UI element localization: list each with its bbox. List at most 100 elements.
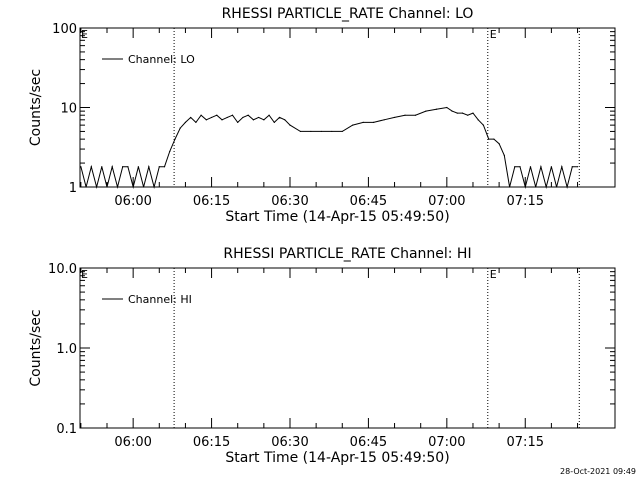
y-tick-label: 10	[60, 102, 77, 117]
y-tick-label: 1.0	[56, 342, 77, 357]
data-point	[210, 116, 213, 119]
data-point	[299, 130, 302, 133]
data-point	[310, 130, 312, 133]
data-point	[80, 166, 82, 168]
edge-marker-label: E	[81, 268, 88, 281]
data-point	[205, 119, 207, 121]
data-point	[116, 186, 119, 188]
data-point	[163, 166, 166, 168]
data-point	[488, 138, 490, 140]
data-point	[90, 166, 92, 168]
data-point	[482, 124, 485, 126]
data-point	[101, 166, 103, 168]
data-point	[540, 166, 542, 168]
data-point	[226, 116, 228, 119]
data-point	[137, 166, 139, 168]
data-point	[263, 119, 265, 121]
x-tick-label: 06:45	[350, 194, 387, 209]
x-tick-label: 07:00	[428, 194, 465, 209]
data-point	[414, 114, 417, 116]
data-point	[95, 186, 98, 188]
data-point	[200, 114, 202, 116]
data-point	[268, 114, 270, 116]
data-point	[524, 186, 526, 188]
data-point	[404, 114, 406, 116]
data-point	[169, 150, 171, 153]
data-point	[571, 166, 573, 168]
data-point	[320, 130, 322, 133]
data-point	[341, 130, 343, 133]
data-point	[85, 186, 87, 188]
plot-frame	[79, 27, 616, 188]
data-point	[529, 166, 532, 168]
legend-label: Channel: LO	[128, 53, 195, 66]
data-point	[503, 154, 505, 156]
data-point	[477, 119, 479, 121]
data-point	[289, 124, 291, 126]
data-point	[179, 127, 181, 129]
data-point	[122, 166, 124, 168]
data-point	[352, 124, 354, 126]
y-tick-label: 100	[52, 22, 77, 37]
y-tick-label: 1	[69, 181, 77, 196]
data-point	[545, 186, 547, 188]
edge-marker-label: E	[81, 28, 88, 41]
data-point	[493, 138, 495, 140]
data-point	[231, 114, 234, 116]
y-axis-label: Counts/sec	[28, 69, 44, 146]
data-point	[153, 186, 155, 188]
data-point	[247, 114, 249, 116]
data-point	[446, 106, 448, 109]
data-point	[190, 116, 192, 119]
data-point	[184, 121, 187, 123]
data-point	[158, 166, 160, 168]
data-point	[576, 166, 579, 168]
legend-label: Channel: HI	[128, 293, 192, 306]
data-point	[393, 116, 396, 119]
data-point	[132, 186, 134, 188]
y-axis-label: Counts/sec	[28, 309, 44, 386]
data-point	[456, 112, 458, 114]
chart-title: RHESSI PARTICLE_RATE Channel: LO	[222, 6, 474, 22]
x-axis-label: Start Time (14-Apr-15 05:49:50)	[225, 209, 449, 225]
data-point	[561, 166, 563, 168]
data-point	[242, 116, 244, 119]
data-point	[519, 166, 521, 168]
data-point	[498, 143, 500, 145]
chart-panel-0: RHESSI PARTICLE_RATE Channel: LO 1 10 100 06…	[28, 6, 616, 225]
data-point	[435, 108, 437, 110]
data-point	[331, 130, 333, 133]
data-point	[566, 186, 568, 188]
data-point	[556, 186, 558, 188]
data-point	[451, 110, 453, 112]
data-point	[148, 166, 150, 168]
data-point	[278, 116, 281, 119]
data-point	[425, 110, 427, 112]
x-tick-label: 06:45	[350, 435, 387, 450]
data-point	[284, 119, 286, 121]
data-point	[273, 121, 275, 123]
data-point	[216, 114, 218, 116]
chart-panel-1: RHESSI PARTICLE_RATE Channel: HI 0.1 1.0 10…	[28, 246, 616, 466]
plot-frame	[79, 267, 616, 429]
series-line-0	[80, 106, 578, 189]
data-point	[461, 112, 464, 114]
data-point	[383, 119, 385, 121]
x-tick-label: 06:00	[114, 435, 151, 450]
data-point	[143, 186, 145, 188]
data-point	[373, 121, 375, 123]
data-point	[111, 166, 113, 168]
y-tick-label: 0.1	[56, 422, 77, 437]
y-tick-label: 10.0	[48, 262, 77, 277]
data-point	[106, 186, 108, 188]
data-point	[508, 186, 511, 188]
x-tick-label: 07:15	[507, 435, 544, 450]
data-point	[514, 166, 516, 168]
x-tick-label: 06:15	[193, 435, 230, 450]
data-point	[258, 116, 260, 119]
data-point	[221, 119, 223, 121]
data-point	[237, 121, 239, 123]
chart-title: RHESSI PARTICLE_RATE Channel: HI	[223, 246, 471, 262]
data-point	[174, 138, 176, 140]
